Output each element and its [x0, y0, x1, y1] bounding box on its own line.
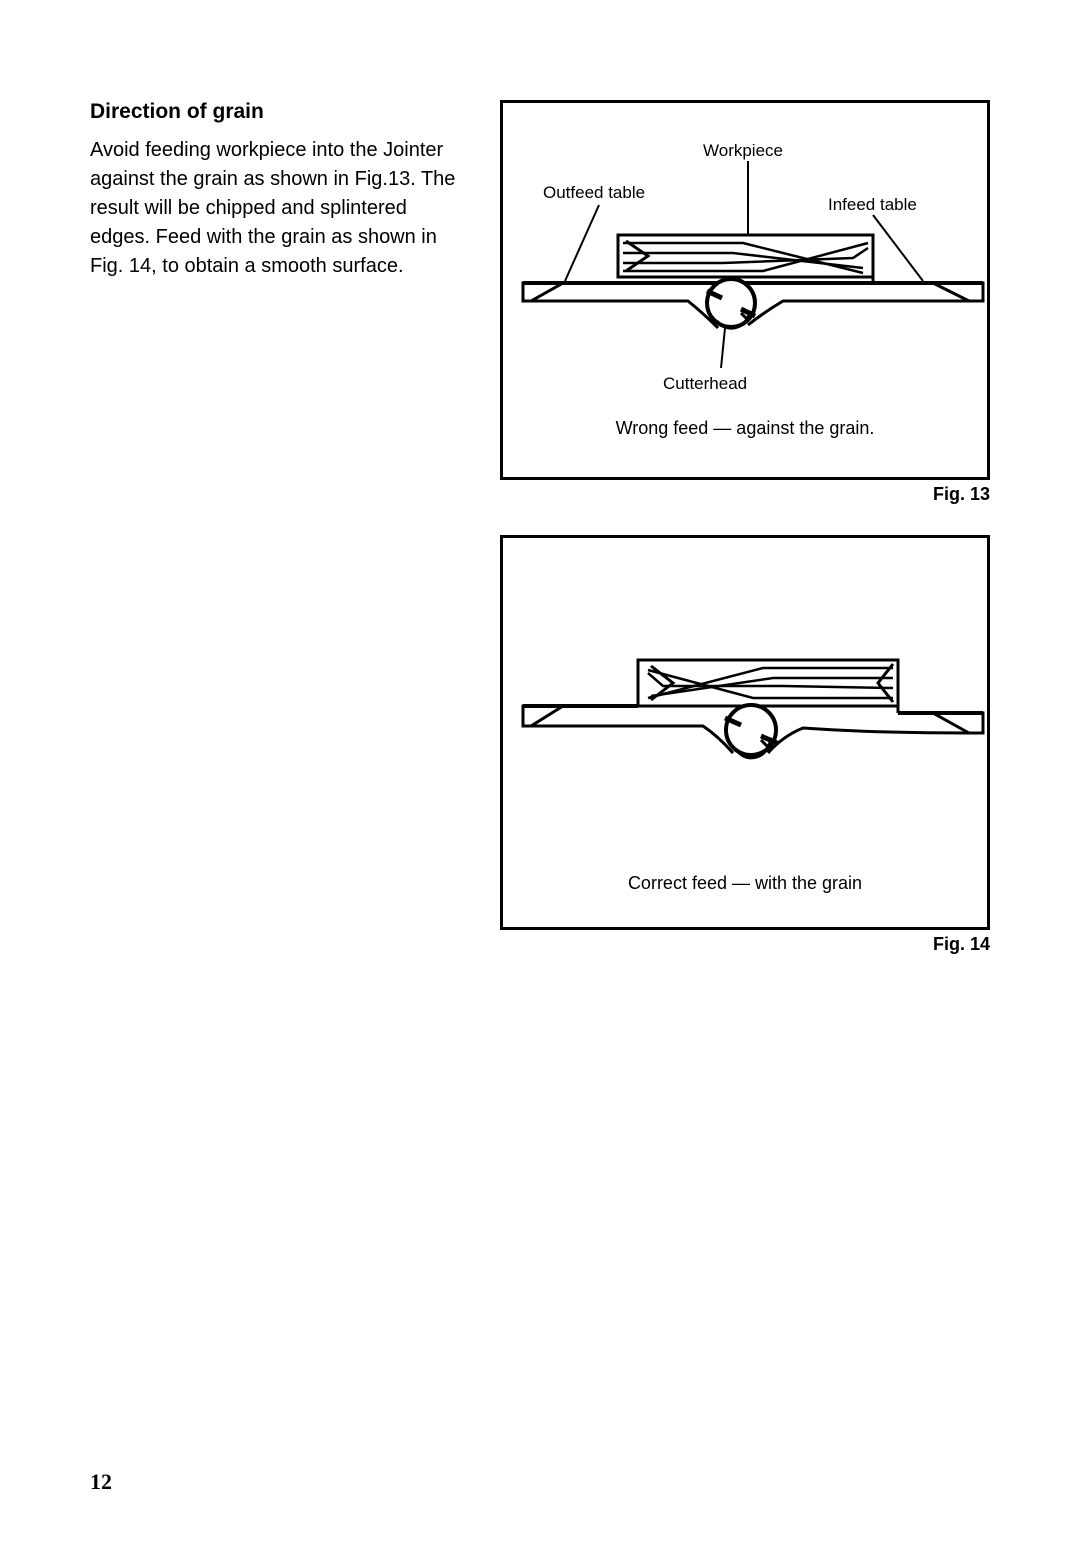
fig14-number: Fig. 14 — [500, 928, 990, 955]
page-number: 12 — [90, 1469, 112, 1495]
fig13-number: Fig. 13 — [500, 478, 990, 505]
page-content: Direction of grain Avoid feeding workpie… — [90, 100, 990, 955]
fig14-diagram — [503, 538, 993, 858]
section-heading: Direction of grain — [90, 100, 470, 124]
text-column: Direction of grain Avoid feeding workpie… — [90, 100, 470, 955]
figures-column: Workpiece Outfeed table Infeed table Cut… — [500, 100, 990, 955]
fig14-caption: Correct feed — with the grain — [503, 873, 987, 894]
figure-14-box: Correct feed — with the grain — [500, 535, 990, 930]
figure-13-box: Workpiece Outfeed table Infeed table Cut… — [500, 100, 990, 480]
fig13-diagram — [503, 103, 993, 383]
fig13-caption: Wrong feed — against the grain. — [503, 418, 987, 439]
body-paragraph: Avoid feeding workpiece into the Jointer… — [90, 136, 470, 281]
